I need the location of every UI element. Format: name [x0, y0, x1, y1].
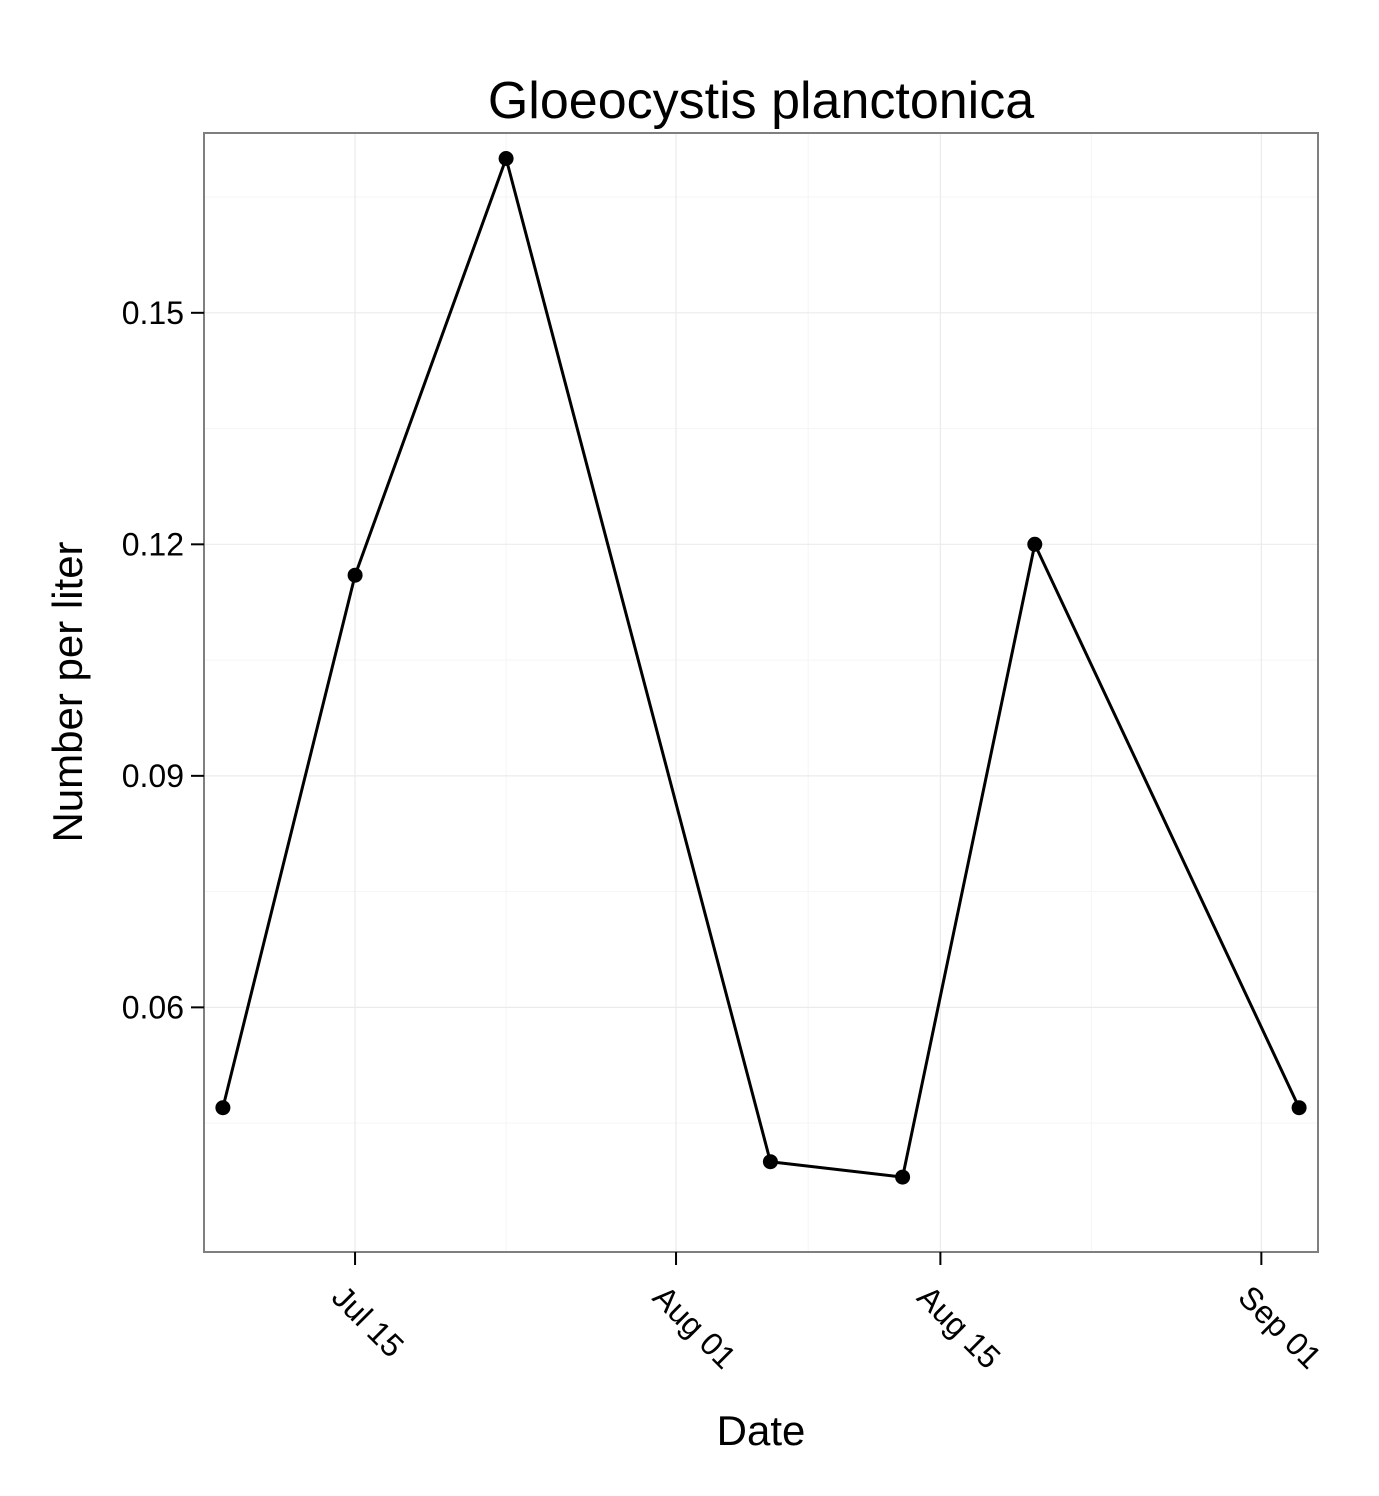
data-point: [1027, 536, 1043, 552]
y-tick-label: 0.06: [122, 989, 184, 1025]
y-axis: 0.06 0.09 0.12 0.15: [122, 295, 204, 1025]
panel-border: [203, 132, 1319, 1253]
data-point: [347, 567, 363, 583]
y-tick-label: 0.15: [122, 295, 184, 331]
x-tick-label: Sep 01: [1231, 1278, 1328, 1375]
data-point: [895, 1169, 911, 1185]
series-layer: [215, 151, 1307, 1185]
x-axis-title: Date: [717, 1407, 806, 1454]
major-gridlines: [204, 133, 1318, 1252]
chart-title: Gloeocystis planctonica: [488, 72, 1034, 130]
data-point: [1291, 1100, 1307, 1116]
y-tick-label: 0.09: [122, 758, 184, 794]
data-point: [762, 1154, 778, 1170]
x-tick-label: Aug 01: [646, 1278, 743, 1375]
panel-background: [204, 133, 1318, 1252]
data-point: [498, 151, 514, 166]
y-tick-label: 0.12: [122, 526, 184, 562]
x-tick-label: Jul 15: [325, 1278, 411, 1364]
data-point: [215, 1100, 231, 1116]
x-tick-label: Aug 15: [910, 1278, 1007, 1375]
minor-gridlines: [204, 133, 1318, 1252]
y-axis-title: Number per liter: [44, 541, 91, 842]
x-axis: Jul 15 Aug 01 Aug 15 Sep 01: [325, 1252, 1329, 1376]
